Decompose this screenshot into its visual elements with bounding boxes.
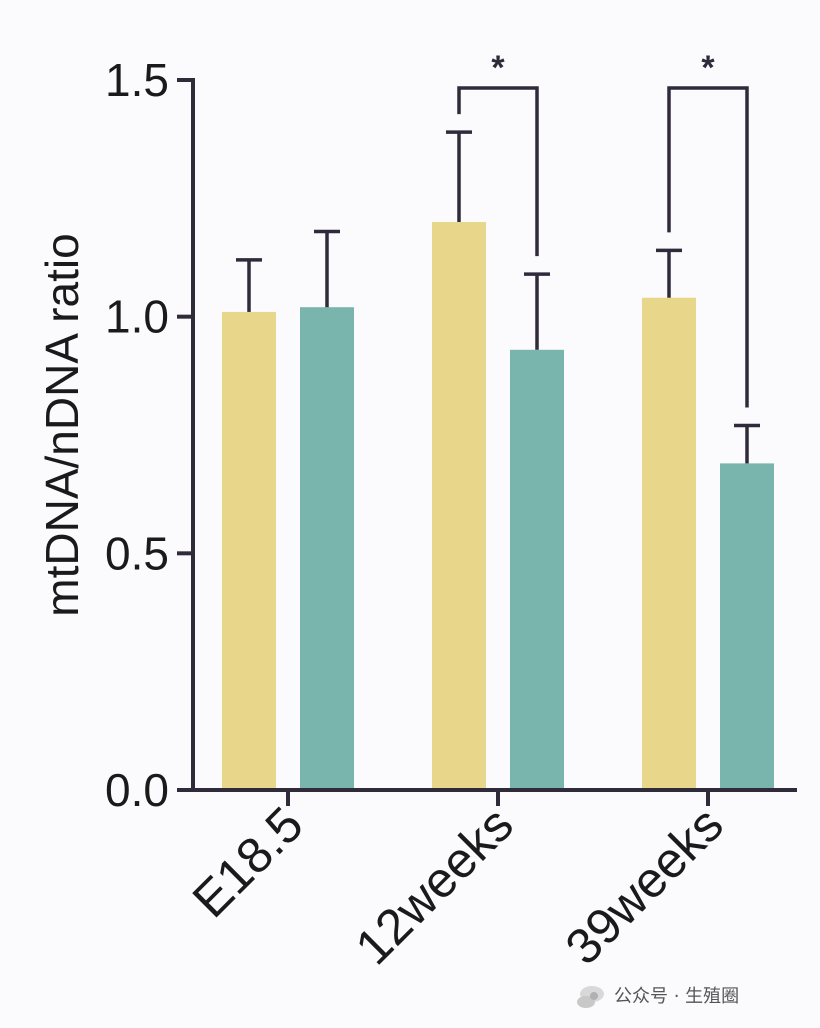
bar-s0-12weeks bbox=[432, 222, 486, 790]
x-tick-label-39weeks: 39weeks bbox=[555, 796, 734, 975]
watermark: 公众号 · 生殖圈 bbox=[577, 985, 739, 1008]
y-axis-title: mtDNA/nDNA ratio bbox=[36, 233, 88, 616]
significance-bracket-12weeks: * bbox=[457, 49, 539, 257]
significance-label-12weeks: * bbox=[491, 49, 505, 87]
y-tick-label-1.5: 1.5 bbox=[105, 54, 169, 106]
error-bars-layer bbox=[236, 130, 760, 464]
bar-s0-E18.5 bbox=[222, 311, 276, 790]
y-tick-label-0.0: 0.0 bbox=[105, 764, 169, 816]
significance-layer: * * bbox=[457, 49, 749, 408]
error-bar-s1-39weeks bbox=[734, 423, 760, 464]
error-bar-s0-E18.5 bbox=[236, 258, 262, 312]
x-tick-label-12weeks: 12weeks bbox=[345, 796, 524, 975]
bar-s1-39weeks bbox=[720, 463, 774, 790]
y-tick-label-1.0: 1.0 bbox=[105, 291, 169, 343]
flower-logo-icon bbox=[577, 986, 604, 1008]
bar-s0-39weeks bbox=[642, 297, 696, 790]
error-bar-s0-39weeks bbox=[656, 248, 682, 298]
error-bar-s0-12weeks bbox=[446, 130, 472, 222]
significance-label-39weeks: * bbox=[701, 49, 715, 87]
bars-layer bbox=[222, 222, 774, 790]
x-tick-label-E18.5: E18.5 bbox=[182, 796, 314, 928]
bar-s1-E18.5 bbox=[300, 307, 354, 790]
significance-bracket-39weeks: * bbox=[667, 49, 749, 408]
error-bar-s1-12weeks bbox=[524, 272, 550, 350]
bar-s1-12weeks bbox=[510, 349, 564, 790]
y-tick-label-0.5: 0.5 bbox=[105, 527, 169, 579]
watermark-text: 公众号 · 生殖圈 bbox=[614, 985, 739, 1007]
error-bar-s1-E18.5 bbox=[314, 229, 340, 308]
